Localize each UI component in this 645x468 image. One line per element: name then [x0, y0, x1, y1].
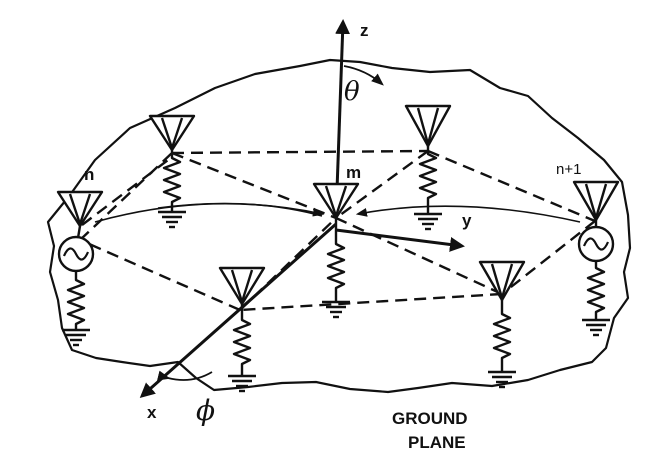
element-n1-label: n+1	[556, 161, 581, 178]
load-top-right	[414, 146, 442, 231]
ground-plane-outline	[46, 58, 632, 394]
x-axis	[139, 222, 337, 398]
load-center-m	[322, 218, 350, 319]
phi-label: ϕ	[196, 394, 215, 427]
antenna-top-left	[148, 114, 196, 152]
antenna-right-n1	[572, 180, 620, 222]
load-top-left	[158, 150, 186, 229]
antenna-bottom-left	[218, 266, 266, 306]
load-left-n	[62, 271, 90, 347]
antenna-left-n	[56, 190, 104, 228]
z-axis-label: z	[360, 21, 369, 40]
theta-label: θ	[344, 77, 360, 107]
antenna-top-right	[404, 104, 452, 148]
antenna-bottom-right	[478, 260, 526, 302]
coupling-arcs	[94, 202, 581, 223]
element-loads	[62, 146, 610, 393]
y-axis-label: y	[462, 211, 472, 230]
ground-plane-label-line1: GROUND	[392, 409, 468, 428]
coordinate-axes	[139, 19, 465, 398]
element-n-label: n	[84, 165, 94, 184]
source-n1-icon	[577, 220, 615, 263]
load-bottom-left	[228, 304, 256, 393]
array-dashed-links	[79, 149, 596, 312]
load-bottom-right	[488, 300, 516, 389]
x-axis-label: x	[147, 403, 157, 422]
theta-arc	[343, 65, 384, 86]
y-axis	[335, 228, 465, 252]
antenna-center-m	[312, 182, 360, 220]
antenna-elements	[56, 104, 620, 306]
ground-plane-label-line2: PLANE	[408, 433, 466, 452]
element-m-label: m	[346, 163, 361, 182]
load-right-n1	[582, 261, 610, 337]
phi-arc	[156, 370, 213, 381]
